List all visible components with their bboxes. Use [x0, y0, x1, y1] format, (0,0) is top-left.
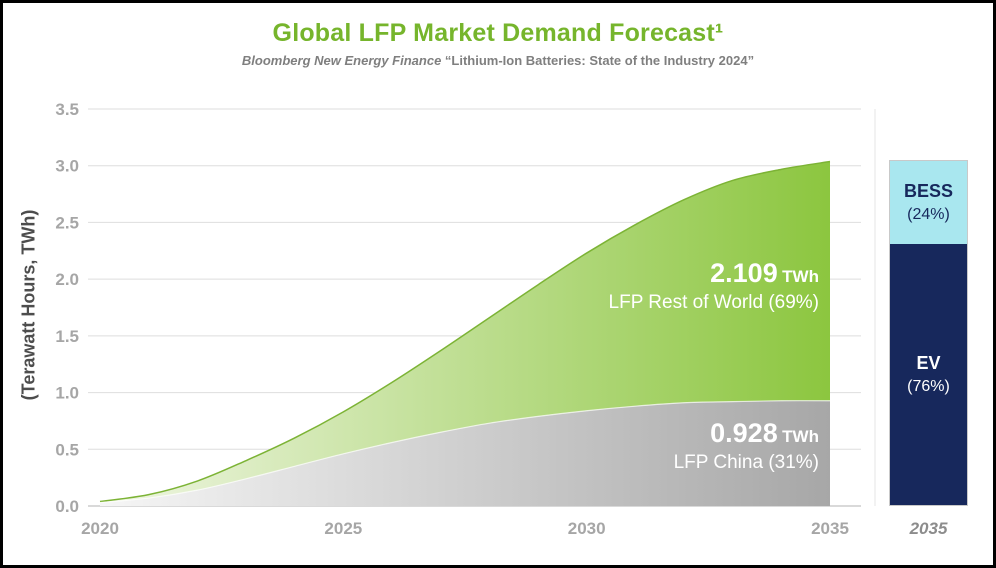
y-tick-label: 2.0 — [55, 270, 79, 289]
y-tick-label: 2.5 — [55, 213, 79, 232]
y-tick-label: 0.0 — [55, 497, 79, 516]
x-tick-label: 2035 — [811, 519, 849, 538]
annotation-rest-of-world: 2.109 TWh LFP Rest of World (69%) — [609, 258, 819, 314]
china-edge-line — [99, 400, 831, 504]
china-value: 0.928 — [710, 418, 778, 448]
total-edge-line — [99, 160, 831, 503]
y-tick-label: 3.0 — [55, 157, 79, 176]
china-unit: TWh — [782, 427, 819, 446]
y-tick-label: 1.5 — [55, 327, 79, 346]
chart-subtitle: Bloomberg New Energy Finance “Lithium-Io… — [3, 53, 993, 68]
china-label: LFP China (31%) — [673, 452, 819, 474]
x-tick-label: 2025 — [324, 519, 362, 538]
y-tick-label: 3.5 — [55, 100, 79, 119]
ev-segment-label: EV — [916, 353, 941, 374]
rest-unit: TWh — [782, 267, 819, 286]
mix-bar-2035: BESS (24%) EV (76%) — [889, 160, 968, 506]
rest-label: LFP Rest of World (69%) — [608, 292, 819, 314]
annotation-china: 0.928 TWh LFP China (31%) — [674, 418, 819, 474]
y-tick-label: 0.5 — [55, 440, 79, 459]
ev-segment: EV (76%) — [890, 243, 967, 505]
subtitle-source: Bloomberg New Energy Finance — [241, 53, 442, 68]
rest-of-world-area — [100, 161, 830, 503]
y-tick-label: 1.0 — [55, 384, 79, 403]
bess-segment: BESS (24%) — [890, 161, 967, 244]
china-area — [100, 400, 830, 506]
subtitle-report: “Lithium-Ion Batteries: State of the Ind… — [441, 53, 755, 68]
x-tick-label: 2020 — [81, 519, 119, 538]
rest-value: 2.109 — [710, 258, 778, 288]
mix-bar-year-label: 2035 — [909, 519, 948, 538]
chart-title: Global LFP Market Demand Forecast¹ — [272, 19, 724, 47]
area-chart: 0.0 0.5 1.0 1.5 2.0 2.5 3.0 3.5 2020 2025 2030 2035 — [55, 100, 876, 538]
x-tick-label: 2030 — [568, 519, 606, 538]
bess-segment-label: BESS — [903, 181, 954, 202]
ev-segment-pct: (76%) — [907, 377, 950, 395]
bess-segment-pct: (24%) — [907, 205, 950, 223]
